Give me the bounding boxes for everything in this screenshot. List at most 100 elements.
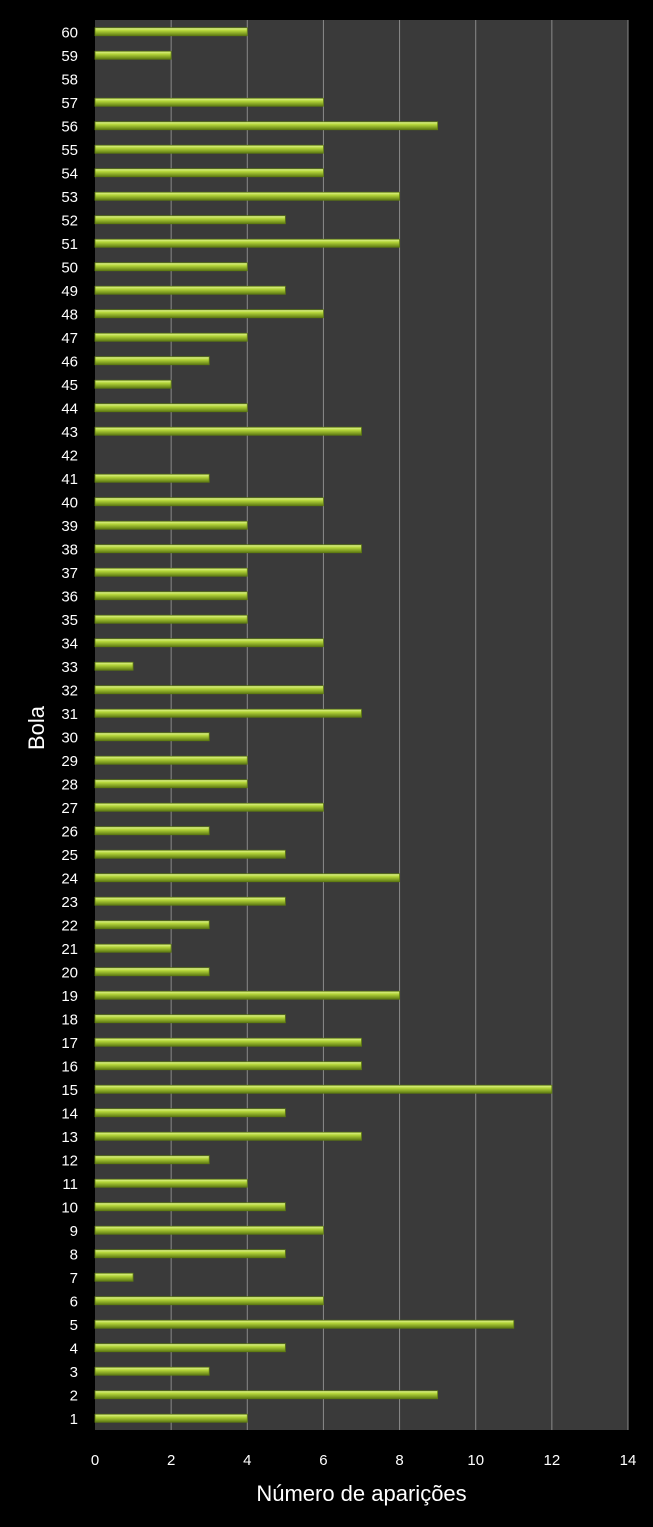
y-tick-label: 41 [61,471,78,488]
y-tick-label: 1 [70,1411,78,1428]
y-tick-label: 22 [61,917,78,934]
x-axis-title: Número de aparições [256,1481,466,1506]
bar-9 [94,1225,324,1235]
bar-18 [94,1014,286,1024]
bar-22 [94,920,210,930]
y-tick-label: 45 [61,377,78,394]
bar-27 [94,802,324,812]
y-tick-label: 44 [61,400,78,417]
bar-31 [94,708,362,718]
bar-53 [94,191,400,201]
y-tick-label: 26 [61,823,78,840]
bar-5 [94,1319,515,1329]
y-tick-label: 24 [61,870,78,887]
y-tick-label: 58 [61,71,78,88]
y-tick-label: 32 [61,682,78,699]
y-tick-label: 40 [61,494,78,511]
y-tick-label: 10 [61,1199,78,1216]
bar-12 [94,1155,210,1165]
y-tick-label: 52 [61,212,78,229]
bar-30 [94,732,210,742]
bar-19 [94,990,400,1000]
y-tick-label: 46 [61,353,78,370]
bar-48 [94,309,324,319]
gridlines [170,20,629,1430]
bar-6 [94,1296,324,1306]
bar-11 [94,1178,248,1188]
y-tick-label: 48 [61,306,78,323]
bar-40 [94,497,324,507]
x-tick-label: 10 [467,1452,484,1469]
y-tick-label: 33 [61,659,78,676]
x-tick-label: 2 [167,1452,175,1469]
y-tick-label: 7 [70,1270,78,1287]
y-tick-label: 35 [61,612,78,629]
y-tick-label: 34 [61,635,78,652]
y-tick-label: 23 [61,894,78,911]
y-tick-label: 47 [61,330,78,347]
bar-36 [94,591,248,601]
y-tick-label: 8 [70,1246,78,1263]
bar-34 [94,638,324,648]
y-tick-label: 5 [70,1317,78,1334]
bar-47 [94,332,248,342]
y-tick-label: 60 [61,24,78,41]
bar-38 [94,544,362,554]
bar-21 [94,943,172,953]
bar-3 [94,1366,210,1376]
x-tick-label: 6 [319,1452,327,1469]
bar-46 [94,356,210,366]
y-tick-label: 49 [61,283,78,300]
bars [94,27,553,1423]
bar-37 [94,567,248,577]
bar-28 [94,779,248,789]
y-tick-label: 28 [61,776,78,793]
y-tick-label: 4 [70,1340,78,1357]
bar-29 [94,755,248,765]
y-tick-label: 25 [61,847,78,864]
bar-57 [94,97,324,107]
bar-43 [94,426,362,436]
x-tick-label: 4 [243,1452,251,1469]
bar-55 [94,144,324,154]
y-tick-label: 55 [61,142,78,159]
x-tick-label: 12 [544,1452,561,1469]
y-tick-label: 56 [61,118,78,135]
bar-8 [94,1249,286,1259]
y-tick-label: 38 [61,541,78,558]
y-tick-labels: 1234567891011121314151617181920212223242… [61,24,78,1428]
y-tick-label: 17 [61,1035,78,1052]
x-tick-label: 14 [620,1452,637,1469]
bar-35 [94,614,248,624]
y-tick-label: 53 [61,189,78,206]
y-tick-label: 13 [61,1129,78,1146]
y-tick-label: 51 [61,236,78,253]
bar-32 [94,685,324,695]
y-tick-label: 14 [61,1105,78,1122]
y-tick-label: 2 [70,1387,78,1404]
bar-50 [94,262,248,272]
bar-45 [94,379,172,389]
bar-33 [94,661,134,671]
y-tick-label: 19 [61,988,78,1005]
x-tick-labels: 0 2 4 6 8 10 12 14 [91,1452,637,1469]
bar-2 [94,1390,439,1400]
bar-54 [94,168,324,178]
x-tick-label: 8 [395,1452,403,1469]
y-tick-label: 50 [61,259,78,276]
y-tick-label: 20 [61,964,78,981]
y-tick-label: 27 [61,800,78,817]
bar-15 [94,1084,553,1094]
bar-44 [94,403,248,413]
y-tick-label: 12 [61,1152,78,1169]
y-tick-label: 3 [70,1364,78,1381]
bar-1 [94,1413,248,1423]
bar-52 [94,215,286,225]
y-tick-label: 29 [61,753,78,770]
bar-20 [94,967,210,977]
y-axis-title: Bola [24,705,49,750]
y-tick-label: 31 [61,706,78,723]
bar-25 [94,849,286,859]
bar-16 [94,1061,362,1071]
